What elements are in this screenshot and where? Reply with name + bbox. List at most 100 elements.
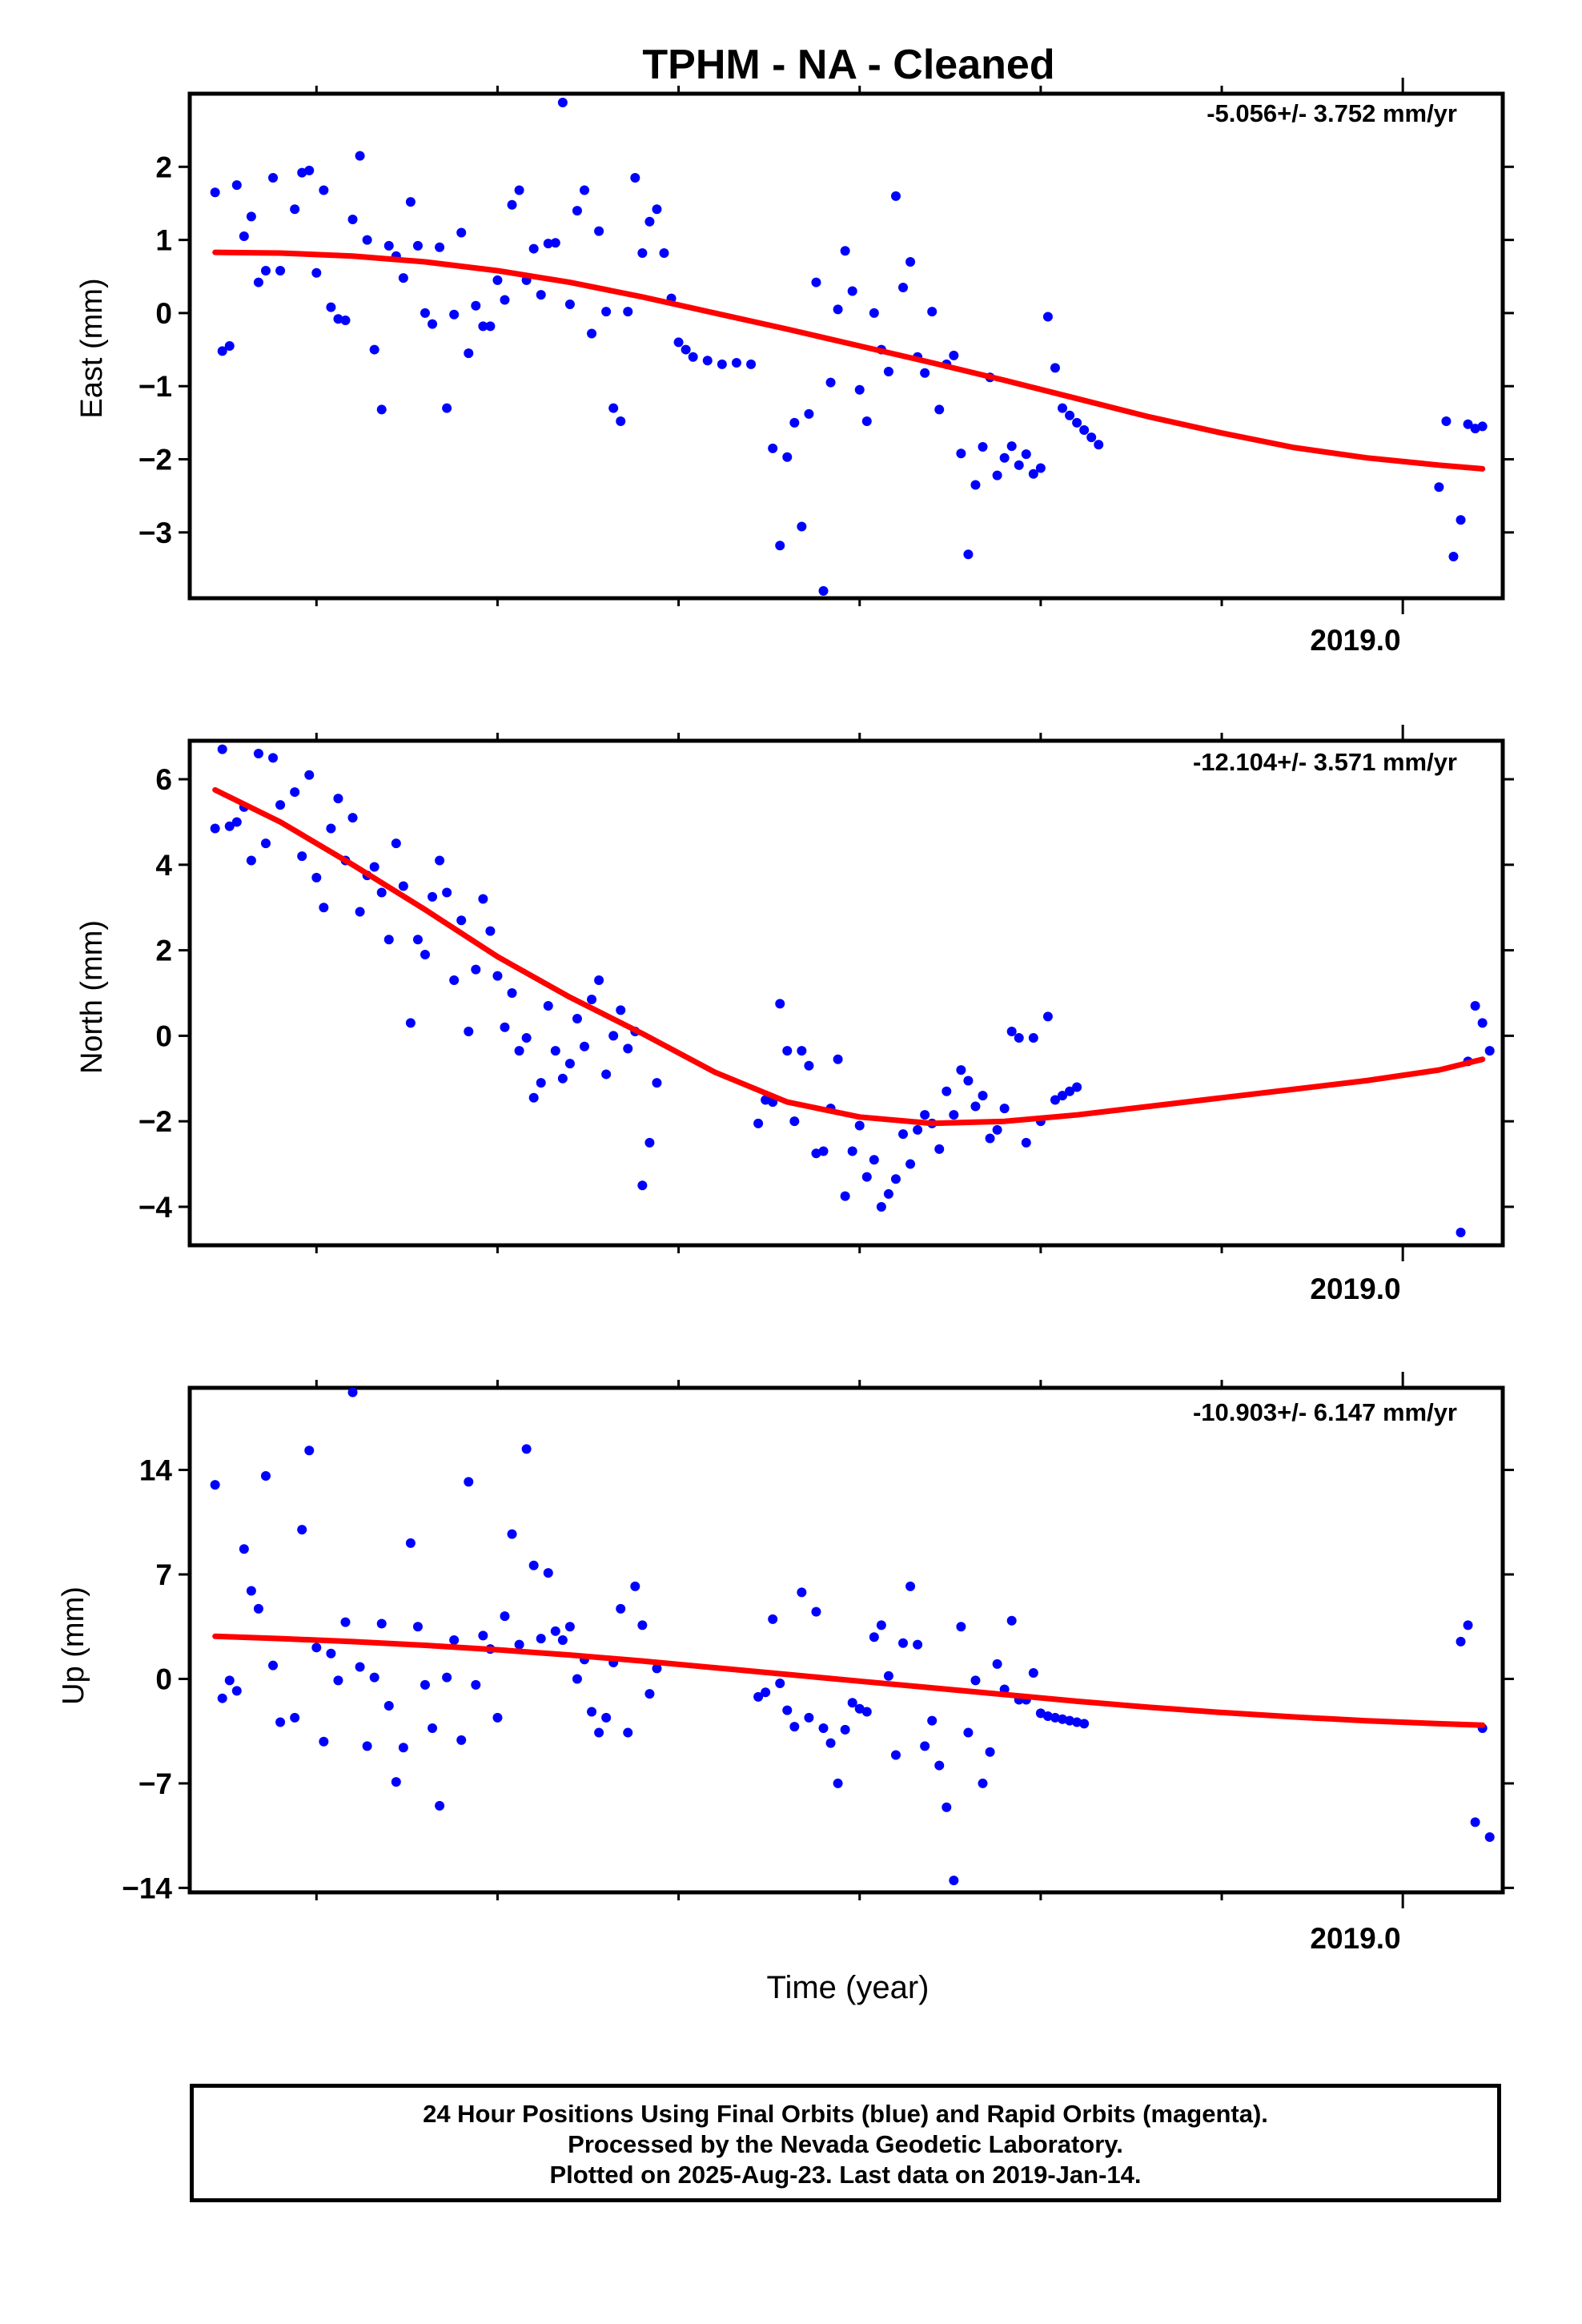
east-data-point <box>239 231 249 242</box>
east-data-point <box>449 309 460 320</box>
east-data-point <box>369 344 379 355</box>
up-data-point <box>768 1614 778 1624</box>
east-data-point <box>797 521 807 532</box>
up-data-point <box>319 1736 329 1747</box>
up-data-point <box>514 1639 524 1650</box>
east-data-point <box>1456 515 1466 525</box>
up-data-point <box>449 1635 460 1645</box>
north-y-tick-label: 2 <box>155 935 172 967</box>
east-data-point <box>782 452 793 462</box>
north-y-axis-label: North (mm) <box>75 920 109 1074</box>
north-data-point <box>1058 1091 1068 1101</box>
east-data-point <box>536 290 546 300</box>
up-fit-line <box>212 1633 1486 1728</box>
north-data-point <box>449 975 460 985</box>
north-data-point <box>1021 1137 1031 1148</box>
north-data-point <box>514 1046 524 1056</box>
north-data-point <box>956 1065 966 1076</box>
east-data-point <box>1477 421 1488 432</box>
up-data-point <box>231 1686 242 1696</box>
footer-caption: 24 Hour Positions Using Final Orbits (bl… <box>190 2084 1501 2202</box>
up-data-point <box>1042 1711 1053 1722</box>
north-data-point <box>775 999 785 1009</box>
north-data-point <box>398 881 408 891</box>
up-data-point <box>811 1606 821 1617</box>
north-data-point <box>471 964 481 975</box>
north-data-point <box>297 851 307 862</box>
east-data-point <box>311 267 322 278</box>
north-data-point <box>412 935 423 945</box>
north-data-point <box>985 1133 995 1144</box>
up-y-tick-label: 0 <box>155 1663 172 1695</box>
north-data-point <box>601 1069 612 1080</box>
up-data-point <box>428 1723 438 1733</box>
north-panel: -12.104+/- 3.571 mm/yr North (mm) 2019.0… <box>75 725 1514 1305</box>
up-data-point <box>594 1727 604 1738</box>
north-data-point <box>420 949 430 959</box>
east-data-point <box>268 173 279 183</box>
north-data-point <box>383 935 394 945</box>
up-data-point <box>956 1622 966 1632</box>
east-data-point <box>383 240 394 251</box>
east-y-tick-label: 0 <box>155 297 172 330</box>
east-data-point <box>1072 417 1082 428</box>
up-data-point <box>297 1525 307 1535</box>
east-data-point <box>883 366 893 376</box>
up-data-point <box>471 1679 481 1690</box>
up-data-point <box>1456 1636 1466 1647</box>
east-data-point <box>768 443 778 453</box>
up-data-point <box>311 1642 322 1653</box>
north-data-point <box>224 821 235 831</box>
north-data-point <box>847 1146 857 1156</box>
north-data-point <box>326 823 336 834</box>
east-fit-line <box>212 249 1486 472</box>
up-data-point <box>224 1675 235 1686</box>
east-y-tick-label: 2 <box>155 151 172 183</box>
north-data-point <box>890 1174 901 1184</box>
up-data-point <box>304 1445 315 1456</box>
east-rate-label: -5.056+/- 3.752 mm/yr <box>1207 99 1457 127</box>
north-data-point <box>275 800 286 810</box>
north-data-point <box>818 1146 829 1156</box>
north-data-point <box>1042 1011 1053 1022</box>
east-data-point <box>572 206 582 216</box>
up-data-point <box>854 1703 865 1714</box>
north-data-point <box>920 1110 930 1120</box>
east-data-point <box>275 265 286 275</box>
up-data-point <box>1058 1714 1068 1724</box>
east-data-point <box>905 257 916 267</box>
east-data-point <box>362 235 372 245</box>
up-data-point <box>775 1679 785 1689</box>
east-data-point <box>1028 468 1038 479</box>
east-data-point <box>869 308 879 318</box>
north-data-point <box>949 1110 959 1120</box>
east-points <box>210 97 1488 596</box>
up-data-point <box>456 1735 467 1745</box>
north-data-point <box>623 1043 633 1054</box>
east-data-point <box>934 404 945 415</box>
north-data-point <box>644 1137 655 1148</box>
up-data-point <box>550 1626 560 1636</box>
up-data-point <box>492 1712 503 1723</box>
up-data-point <box>253 1603 263 1614</box>
east-data-point <box>616 416 626 427</box>
east-data-point <box>731 358 741 368</box>
up-data-point <box>1072 1717 1082 1727</box>
up-data-point <box>861 1707 872 1717</box>
north-data-point <box>347 813 358 823</box>
east-data-point <box>644 216 655 227</box>
east-plot-frame <box>187 91 1505 601</box>
up-data-point <box>949 1876 959 1886</box>
north-plot-frame <box>187 738 1505 1248</box>
up-data-point <box>528 1560 539 1570</box>
north-data-point <box>557 1073 568 1084</box>
up-data-point <box>290 1712 300 1723</box>
north-data-point <box>811 1148 821 1159</box>
footer-line-3: Plotted on 2025-Aug-23. Last data on 201… <box>549 2161 1142 2189</box>
up-data-point <box>246 1586 256 1596</box>
north-data-point <box>464 1027 474 1037</box>
up-data-point <box>260 1470 271 1481</box>
east-data-point <box>550 238 560 248</box>
north-data-point <box>391 838 401 849</box>
